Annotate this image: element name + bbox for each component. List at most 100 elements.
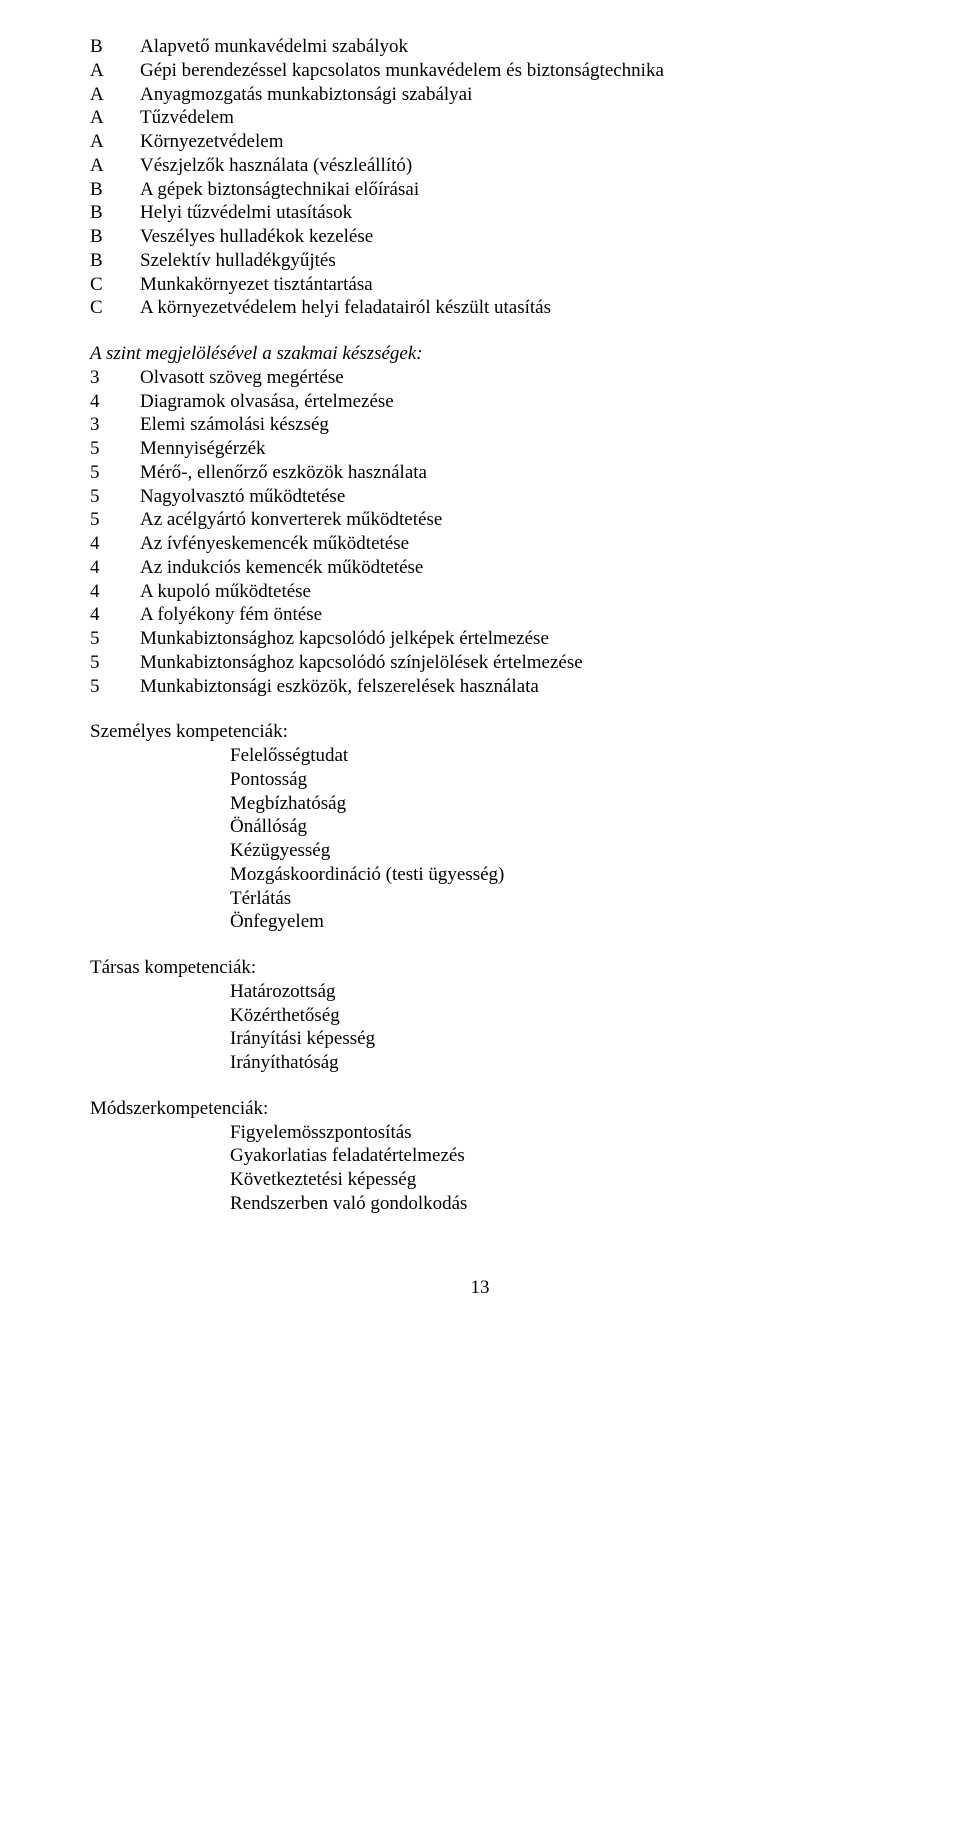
row-level: B: [90, 201, 140, 225]
list-row: C Munkakörnyezet tisztántartása: [90, 273, 870, 297]
row-level: 5: [90, 437, 140, 461]
row-text: A gépek biztonságtechnikai előírásai: [140, 178, 870, 202]
row-level: B: [90, 178, 140, 202]
row-level: A: [90, 59, 140, 83]
row-text: Diagramok olvasása, értelmezése: [140, 390, 870, 414]
row-text: Veszélyes hulladékok kezelése: [140, 225, 870, 249]
list-item: Irányítási képesség: [230, 1027, 870, 1051]
row-text: Munkakörnyezet tisztántartása: [140, 273, 870, 297]
row-text: Az ívfényeskemencék működtetése: [140, 532, 870, 556]
row-text: Alapvető munkavédelmi szabályok: [140, 35, 870, 59]
row-text: A folyékony fém öntése: [140, 603, 870, 627]
row-level: 5: [90, 651, 140, 675]
row-text: Az indukciós kemencék működtetése: [140, 556, 870, 580]
row-text: Környezetvédelem: [140, 130, 870, 154]
row-text: A kupoló működtetése: [140, 580, 870, 604]
list-row: 5 Munkabiztonsághoz kapcsolódó színjelöl…: [90, 651, 870, 675]
list-row: 5 Mennyiségérzék: [90, 437, 870, 461]
list-row: A Anyagmozgatás munkabiztonsági szabálya…: [90, 83, 870, 107]
list-item: Irányíthatóság: [230, 1051, 870, 1075]
row-text: Tűzvédelem: [140, 106, 870, 130]
row-level: B: [90, 35, 140, 59]
row-level: A: [90, 130, 140, 154]
list-item: Határozottság: [230, 980, 870, 1004]
list-row: 4 A folyékony fém öntése: [90, 603, 870, 627]
list-row: 4 Diagramok olvasása, értelmezése: [90, 390, 870, 414]
list-social: Határozottság Közérthetőség Irányítási k…: [90, 980, 870, 1075]
row-level: 3: [90, 366, 140, 390]
list-block-1: B Alapvető munkavédelmi szabályok A Gépi…: [90, 35, 870, 320]
row-level: 3: [90, 413, 140, 437]
row-level: 5: [90, 627, 140, 651]
list-item: Figyelemösszpontosítás: [230, 1121, 870, 1145]
list-item: Mozgáskoordináció (testi ügyesség): [230, 863, 870, 887]
page-number: 13: [90, 1276, 870, 1300]
list-row: 5 Mérő-, ellenőrző eszközök használata: [90, 461, 870, 485]
list-method: Figyelemösszpontosítás Gyakorlatias fela…: [90, 1121, 870, 1216]
row-text: Mennyiségérzék: [140, 437, 870, 461]
list-row: 5 Az acélgyártó konverterek működtetése: [90, 508, 870, 532]
list-personal: Felelősségtudat Pontosság Megbízhatóság …: [90, 744, 870, 934]
list-row: 5 Munkabiztonsághoz kapcsolódó jelképek …: [90, 627, 870, 651]
row-level: A: [90, 106, 140, 130]
row-level: 4: [90, 603, 140, 627]
list-item: Felelősségtudat: [230, 744, 870, 768]
row-level: 4: [90, 532, 140, 556]
row-level: 5: [90, 485, 140, 509]
list-row: A Tűzvédelem: [90, 106, 870, 130]
row-text: Gépi berendezéssel kapcsolatos munkavéde…: [140, 59, 870, 83]
list-item: Közérthetőség: [230, 1004, 870, 1028]
list-row: 3 Olvasott szöveg megértése: [90, 366, 870, 390]
row-text: Nagyolvasztó működtetése: [140, 485, 870, 509]
list-row: B Helyi tűzvédelmi utasítások: [90, 201, 870, 225]
row-text: Elemi számolási készség: [140, 413, 870, 437]
list-item: Gyakorlatias feladatértelmezés: [230, 1144, 870, 1168]
row-level: 4: [90, 390, 140, 414]
list-row: 4 A kupoló működtetése: [90, 580, 870, 604]
list-item: Rendszerben való gondolkodás: [230, 1192, 870, 1216]
list-item: Kézügyesség: [230, 839, 870, 863]
row-level: 4: [90, 556, 140, 580]
row-level: C: [90, 296, 140, 320]
row-text: Az acélgyártó konverterek működtetése: [140, 508, 870, 532]
block2-heading: A szint megjelölésével a szakmai készség…: [90, 342, 870, 366]
list-row: B Szelektív hulladékgyűjtés: [90, 249, 870, 273]
list-row: A Vészjelzők használata (vészleállító): [90, 154, 870, 178]
list-item: Következtetési képesség: [230, 1168, 870, 1192]
row-text: Munkabiztonsági eszközök, felszerelések …: [140, 675, 870, 699]
row-level: 5: [90, 508, 140, 532]
list-row: 3 Elemi számolási készség: [90, 413, 870, 437]
list-row: B Veszélyes hulladékok kezelése: [90, 225, 870, 249]
row-level: B: [90, 225, 140, 249]
row-level: A: [90, 154, 140, 178]
row-text: Helyi tűzvédelmi utasítások: [140, 201, 870, 225]
list-item: Térlátás: [230, 887, 870, 911]
heading-social: Társas kompetenciák:: [90, 956, 870, 980]
row-level: B: [90, 249, 140, 273]
row-level: C: [90, 273, 140, 297]
list-row: 4 Az indukciós kemencék működtetése: [90, 556, 870, 580]
list-row: A Környezetvédelem: [90, 130, 870, 154]
heading-personal: Személyes kompetenciák:: [90, 720, 870, 744]
row-text: Anyagmozgatás munkabiztonsági szabályai: [140, 83, 870, 107]
row-text: A környezetvédelem helyi feladatairól ké…: [140, 296, 870, 320]
list-row: B Alapvető munkavédelmi szabályok: [90, 35, 870, 59]
row-text: Vészjelzők használata (vészleállító): [140, 154, 870, 178]
row-text: Olvasott szöveg megértése: [140, 366, 870, 390]
document-page: B Alapvető munkavédelmi szabályok A Gépi…: [0, 0, 960, 1339]
row-text: Munkabiztonsághoz kapcsolódó jelképek ér…: [140, 627, 870, 651]
row-level: 5: [90, 675, 140, 699]
row-level: 4: [90, 580, 140, 604]
list-item: Pontosság: [230, 768, 870, 792]
row-text: Szelektív hulladékgyűjtés: [140, 249, 870, 273]
row-text: Mérő-, ellenőrző eszközök használata: [140, 461, 870, 485]
list-row: A Gépi berendezéssel kapcsolatos munkavé…: [90, 59, 870, 83]
row-level: A: [90, 83, 140, 107]
list-block-2: A szint megjelölésével a szakmai készség…: [90, 342, 870, 698]
heading-method: Módszerkompetenciák:: [90, 1097, 870, 1121]
list-item: Önállóság: [230, 815, 870, 839]
row-level: 5: [90, 461, 140, 485]
row-text: Munkabiztonsághoz kapcsolódó színjelölés…: [140, 651, 870, 675]
list-row: 4 Az ívfényeskemencék működtetése: [90, 532, 870, 556]
list-row: B A gépek biztonságtechnikai előírásai: [90, 178, 870, 202]
